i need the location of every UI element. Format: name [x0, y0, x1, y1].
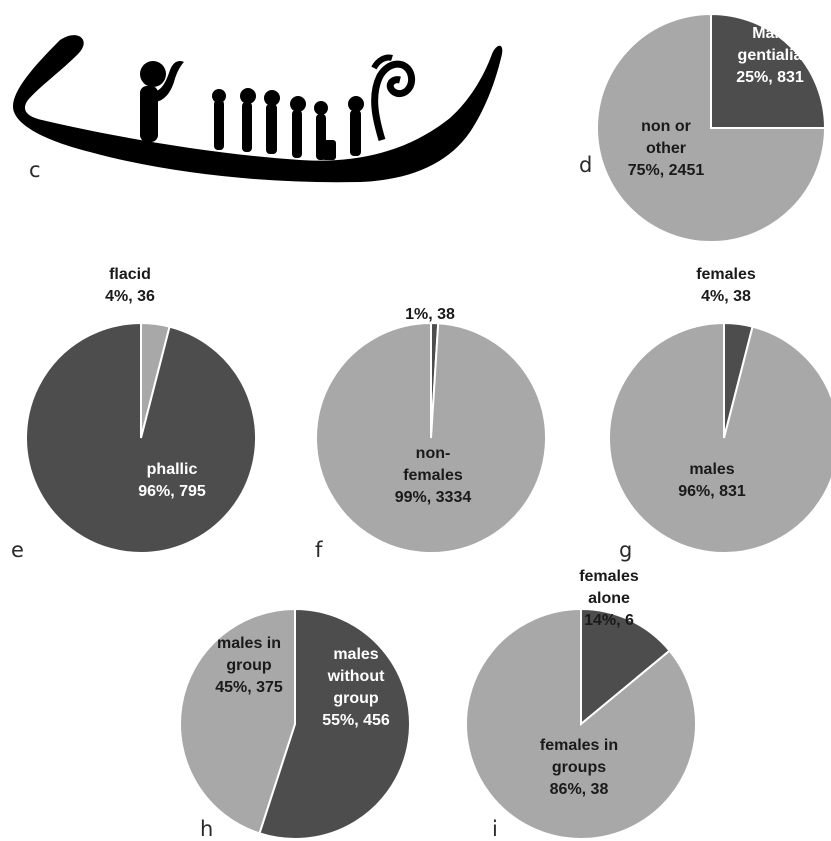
pie-i-label-1-line-1: groups	[552, 759, 606, 776]
boat-hull	[13, 35, 503, 183]
pie-d-slice-1	[596, 12, 827, 243]
pie-i-label-1: females in groups 86%, 38	[540, 737, 618, 798]
pie-d-label-1-line-0: non or	[641, 118, 691, 135]
pie-i-label-1-line-0: females in	[540, 737, 618, 754]
boat-illustration	[13, 35, 503, 183]
pie-g-label-0: females 4%, 38	[696, 266, 756, 305]
pie-d-label-1: non or other 75%, 2451	[628, 118, 705, 179]
pie-g-label-1-line-1: 96%, 831	[678, 483, 746, 500]
pie-d-label-0-line-1: gentialia	[738, 47, 803, 64]
pie-i-label-0: females alone 14%, 6	[579, 568, 639, 629]
pie-h-label-0-line-3: 55%, 456	[322, 712, 390, 729]
pie-d-label-0-line-0: Male	[752, 25, 788, 42]
pie-g-slice-1	[608, 321, 831, 554]
pie-e-label-1-line-1: 96%, 795	[138, 483, 206, 500]
pie-h-label-0-line-0: males	[333, 646, 378, 663]
pie-d-label-0: Male gentialia 25%, 831	[736, 25, 804, 86]
pie-g-label-1: males 96%, 831	[678, 461, 746, 500]
pie-e-label-0-line-1: 4%, 36	[105, 288, 155, 305]
pie-chart-e: flacid 4%, 36 phallic 96%, 795	[25, 266, 257, 554]
panel-letter-f: f	[315, 538, 323, 562]
pie-d-label-1-line-1: other	[646, 140, 686, 157]
panel-letter-i: i	[492, 817, 498, 841]
pie-e-label-1: phallic 96%, 795	[138, 461, 206, 500]
panel-letter-c: c	[29, 158, 41, 182]
boat-figure-large	[140, 60, 184, 142]
pie-g-label-1-line-0: males	[689, 461, 734, 478]
panel-letter-e: e	[11, 538, 24, 562]
pie-f-label-0-line-0: 1%, 38	[405, 306, 455, 323]
pie-i-label-0-line-1: alone	[588, 590, 630, 607]
pie-f-slice-1	[315, 321, 547, 554]
pie-e-label-1-line-0: phallic	[147, 461, 198, 478]
pie-f-label-1-line-2: 99%, 3334	[395, 489, 472, 506]
boat-crew	[212, 88, 364, 160]
pie-chart-h: males without group 55%, 456 males in group 45…	[179, 607, 411, 840]
pie-g-label-0-line-1: 4%, 38	[701, 288, 751, 305]
pie-g-label-0-line-0: females	[696, 266, 756, 283]
pie-i-label-0-line-0: females	[579, 568, 639, 585]
pie-h-slice-0	[258, 607, 411, 840]
pie-h-slice-1	[179, 607, 296, 835]
pie-f-label-0: 1%, 38	[405, 306, 455, 323]
pie-f-label-1-line-0: non-	[416, 445, 451, 462]
boat-spiral-prow	[371, 54, 415, 142]
pie-h-label-0: males without group 55%, 456	[322, 646, 390, 729]
pie-d-label-1-line-2: 75%, 2451	[628, 162, 705, 179]
pie-h-label-0-line-2: group	[333, 690, 379, 707]
pie-h-label-1-line-0: males in	[217, 635, 281, 652]
pie-i-label-1-line-2: 86%, 38	[550, 781, 609, 798]
pie-i-slice-0	[580, 607, 672, 727]
pie-d-slice-0	[710, 12, 827, 129]
pie-h-label-1-line-1: group	[226, 657, 272, 674]
pie-i-label-0-line-2: 14%, 6	[584, 612, 634, 629]
panel-letter-g: g	[619, 538, 632, 562]
panel-letter-h: h	[200, 817, 213, 841]
pie-e-slice-1	[25, 321, 257, 554]
pie-chart-i: females alone 14%, 6 females in groups 86%, 3…	[465, 568, 697, 840]
pie-i-slice-1	[465, 607, 697, 840]
pie-f-label-1-line-1: females	[403, 467, 463, 484]
panel-letter-d: d	[579, 153, 592, 177]
pie-e-label-0-line-0: flacid	[109, 266, 151, 283]
pie-f-label-1: non-females 99%, 3334	[395, 445, 472, 506]
pie-chart-g: females 4%, 38 males 96%, 831	[608, 266, 831, 554]
pie-d-label-0-line-2: 25%, 831	[736, 69, 804, 86]
pie-chart-f: 1%, 38 non-females 99%, 3334	[315, 306, 547, 554]
pie-h-label-1-line-2: 45%, 375	[215, 679, 283, 696]
pie-chart-d: Male gentialia 25%, 831 non or other 75%, 245…	[596, 12, 827, 243]
pie-h-label-1: males in group 45%, 375	[215, 635, 283, 696]
pie-h-label-0-line-1: without	[327, 668, 386, 685]
pie-e-label-0: flacid 4%, 36	[105, 266, 155, 305]
